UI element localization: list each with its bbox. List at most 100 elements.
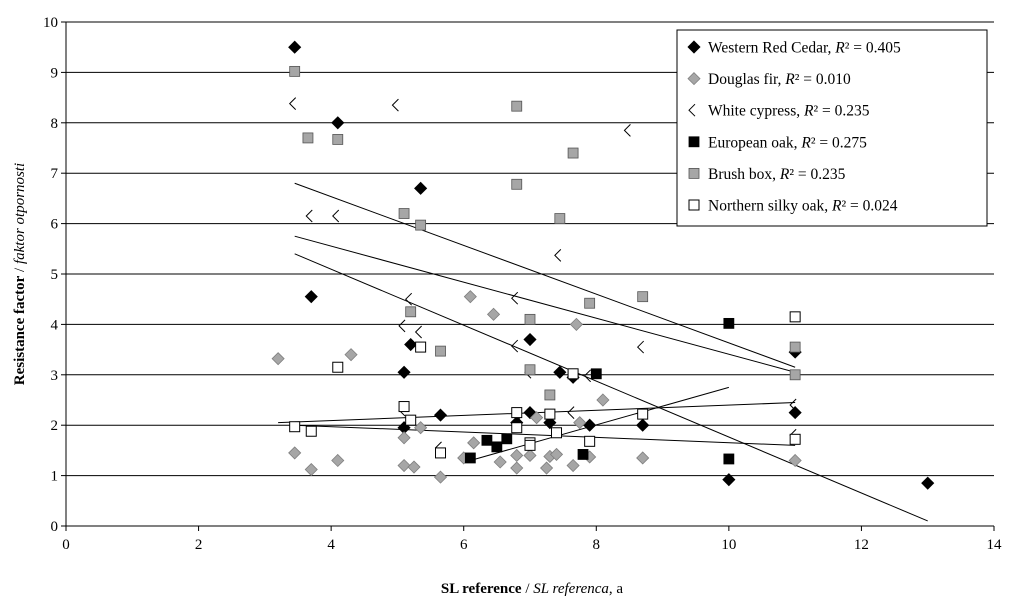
point-northern-silky-oak-4 [405, 414, 417, 426]
point-brush-box-9 [524, 313, 536, 325]
point-douglas-fir-5 [397, 431, 411, 445]
point-western-red-cedar-19 [921, 476, 935, 490]
y-axis-title: Resistance factor / faktor otpornosti [12, 163, 28, 385]
point-douglas-fir-22 [566, 458, 580, 473]
point-douglas-fir-8 [414, 421, 428, 435]
point-northern-silky-oak-8 [511, 422, 523, 434]
point-white-cypress-2 [305, 209, 313, 223]
point-brush-box-3 [398, 208, 410, 219]
point-western-red-cedar-16 [722, 473, 736, 487]
x-axis-title-unit: , a [609, 581, 624, 597]
point-brush-box-1 [302, 132, 314, 144]
point-european-oak-2 [491, 441, 503, 453]
point-white-cypress-9 [511, 291, 519, 305]
point-douglas-fir-4 [344, 348, 358, 362]
point-european-oak-6 [723, 317, 735, 329]
point-northern-silky-oak-12 [551, 427, 563, 439]
point-douglas-fir-0 [271, 352, 285, 366]
point-douglas-fir-2 [304, 462, 318, 477]
point-western-red-cedar-3 [304, 290, 318, 304]
point-northern-silky-oak-16 [789, 311, 801, 323]
x-tick-label-12: 12 [854, 537, 869, 553]
x-axis-title-main: SL reference [441, 581, 522, 597]
y-axis-title-sep: / [12, 264, 28, 276]
legend: Western Red Cedar, R² = 0.405 Douglas fir… [676, 29, 988, 227]
point-brush-box-7 [511, 100, 523, 112]
point-western-red-cedar-14 [583, 418, 597, 432]
point-northern-silky-oak-2 [332, 361, 344, 373]
legend-marker-european-oak [688, 136, 700, 148]
x-tick-label-0: 0 [62, 537, 70, 553]
legend-label-white-cypress: White cypress, R² = 0.235 [708, 103, 870, 120]
series-douglas-fir [271, 290, 802, 484]
point-douglas-fir-26 [596, 393, 610, 407]
legend-entry-brush-box: Brush box, R² = 0.235 [688, 166, 846, 183]
y-tick-label-6: 6 [51, 217, 59, 233]
point-european-oak-7 [723, 453, 735, 465]
point-white-cypress-10 [511, 339, 519, 353]
point-douglas-fir-12 [467, 436, 481, 450]
point-western-red-cedar-4 [397, 365, 411, 379]
y-axis-title-main: Resistance factor [12, 275, 28, 385]
point-northern-silky-oak-7 [511, 407, 523, 419]
point-northern-silky-oak-5 [415, 341, 427, 353]
x-tick-label-14: 14 [987, 537, 1003, 553]
x-tick-label-8: 8 [593, 537, 601, 553]
y-tick-label-3: 3 [51, 368, 59, 384]
point-northern-silky-oak-13 [567, 368, 579, 380]
y-tick-label-1: 1 [51, 469, 59, 485]
point-western-red-cedar-18 [788, 406, 802, 420]
point-western-red-cedar-5 [404, 337, 418, 352]
trendlines [278, 182, 928, 522]
point-northern-silky-oak-14 [584, 435, 596, 447]
point-northern-silky-oak-15 [637, 408, 649, 420]
point-brush-box-13 [567, 147, 579, 159]
data-points [271, 40, 935, 490]
trendline-european-oak [470, 386, 729, 461]
legend-entry-douglas-fir: Douglas fir, R² = 0.010 [687, 71, 851, 88]
legend-label-european-oak: European oak, R² = 0.275 [708, 134, 867, 151]
x-tick-label-6: 6 [460, 537, 468, 553]
point-douglas-fir-13 [486, 307, 501, 321]
x-tick-label-4: 4 [327, 537, 335, 553]
point-brush-box-15 [637, 291, 649, 303]
point-brush-box-0 [289, 65, 301, 77]
point-douglas-fir-18 [530, 411, 544, 425]
y-tick-label-7: 7 [51, 166, 59, 182]
point-brush-box-4 [415, 219, 427, 231]
point-white-cypress-13 [554, 248, 562, 262]
point-douglas-fir-28 [788, 453, 802, 468]
point-white-cypress-15 [583, 369, 592, 383]
x-tick-label-10: 10 [721, 537, 736, 553]
point-white-cypress-1 [391, 98, 399, 112]
legend-marker-brush-box [688, 167, 700, 179]
point-douglas-fir-15 [510, 461, 524, 475]
point-douglas-fir-23 [569, 317, 583, 331]
trendline-white-cypress [294, 182, 796, 368]
point-brush-box-12 [554, 213, 566, 224]
point-brush-box-16 [789, 341, 801, 353]
point-western-red-cedar-12 [553, 365, 567, 379]
point-european-oak-5 [590, 368, 602, 380]
gridlines [66, 21, 994, 477]
y-axis-title-translation: faktor otpornosti [12, 163, 28, 264]
point-douglas-fir-14 [493, 455, 507, 469]
y-tick-label-5: 5 [51, 267, 59, 283]
point-brush-box-14 [584, 297, 596, 309]
legend-box [676, 29, 988, 227]
point-douglas-fir-17 [523, 448, 537, 463]
point-european-oak-0 [464, 452, 476, 464]
point-douglas-fir-19 [540, 461, 554, 475]
point-brush-box-11 [544, 389, 556, 401]
point-northern-silky-oak-3 [398, 401, 410, 413]
point-white-cypress-16 [623, 124, 631, 137]
point-white-cypress-3 [332, 209, 340, 223]
legend-marker-douglas-fir [687, 72, 701, 86]
point-western-red-cedar-2 [414, 181, 428, 195]
point-white-cypress-18 [789, 398, 797, 412]
x-tick-label-2: 2 [195, 537, 203, 553]
point-european-oak-1 [481, 434, 493, 446]
point-european-oak-4 [577, 449, 589, 460]
series-european-oak [464, 317, 735, 465]
